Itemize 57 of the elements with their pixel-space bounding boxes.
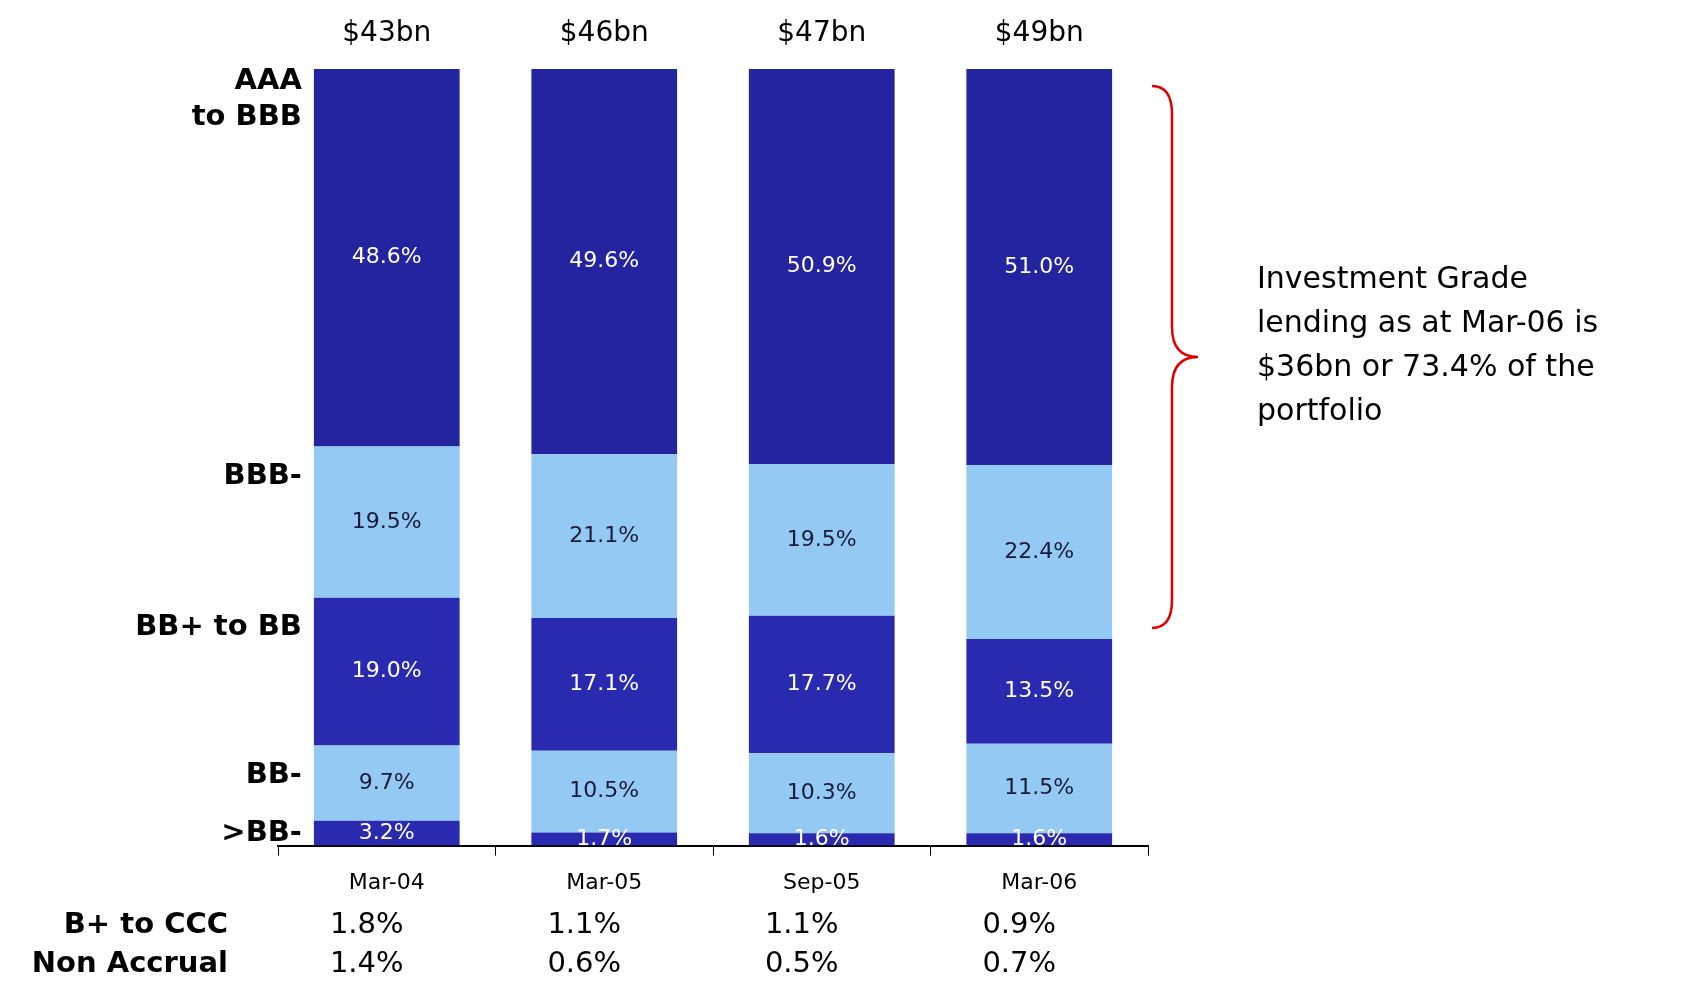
series-label: BB- [245,755,302,790]
x-tick-label: Mar-06 [1001,868,1078,894]
text: 0.9% [982,906,1057,941]
text: 0.5% [764,945,839,980]
bar [531,454,678,619]
data-label: 3.2% [358,818,415,844]
text: Investment Grade lending as at Mar-06 is $36bn or 73.4% of the portfolio [1257,259,1600,429]
data-label: 11.5% [1004,774,1075,800]
text: 1.1% [547,906,622,941]
data-label: 19.5% [786,525,857,551]
data-label: 9.7% [358,768,415,794]
text: 0.6% [547,945,622,980]
data-label: 19.5% [351,507,422,533]
text: 0.7% [982,945,1057,980]
data-label: 49.6% [569,247,640,273]
bar [313,69,460,447]
data-label: 50.9% [786,252,857,278]
x-tick-label: Sep-05 [783,868,861,894]
data-label: 1.7% [576,824,633,850]
data-label: 22.4% [1004,537,1075,563]
annotation: $47bn [777,15,867,48]
data-label: 13.5% [1004,677,1075,703]
data-label: 17.7% [786,670,857,696]
bar [531,618,678,751]
text: B+ to CCC [63,906,228,941]
data-label: 1.6% [793,825,850,851]
text: 1.4% [329,945,404,980]
x-tick-label: Mar-05 [566,868,643,894]
text: 1.1% [764,906,839,941]
data-label: 10.3% [786,778,857,804]
text: 1.8% [329,906,404,941]
data-label: 48.6% [351,243,422,269]
bar [313,745,460,821]
bar [966,639,1113,744]
data-label: 17.1% [569,670,640,696]
bar [531,69,678,455]
series-label: >BB- [221,813,302,848]
data-label: 19.0% [351,657,422,683]
bar [748,69,895,465]
bar [313,597,460,746]
data-label: 51.0% [1004,252,1075,278]
text: Non Accrual [31,945,228,980]
annotation: $46bn [559,15,649,48]
bar [748,464,895,616]
series-label: BB+ to BB [135,608,302,643]
data-label: 21.1% [569,521,640,547]
bar [966,69,1113,466]
bar [966,465,1113,640]
x-tick-label: Mar-04 [348,868,425,894]
bar [748,615,895,754]
bar [313,446,460,598]
data-label: 10.5% [569,777,640,803]
series-label: AAA to BBB [191,61,303,132]
data-label: 1.6% [1011,825,1068,851]
annotation: $49bn [994,15,1084,48]
annotation: $43bn [342,15,432,48]
series-label: BBB- [223,456,302,491]
